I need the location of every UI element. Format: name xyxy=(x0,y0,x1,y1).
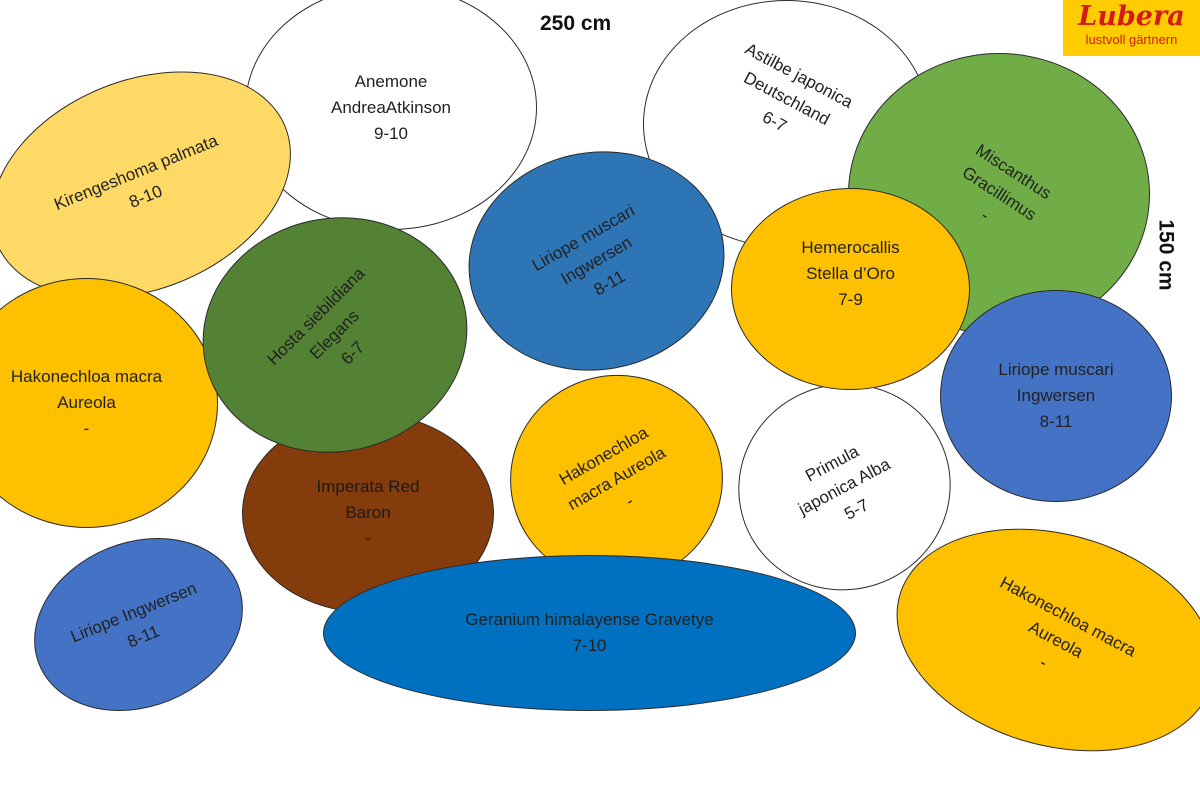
plant-label: Primula japonica Alba 5-7 xyxy=(782,429,908,545)
plant-label: Hemerocallis Stella d’Oro 7-9 xyxy=(801,235,899,313)
plant-label: Hosta siebildiana Elegans 6-7 xyxy=(262,262,409,409)
plant-label-line: - xyxy=(83,419,90,438)
plant-label-line: 7-9 xyxy=(838,290,863,309)
plant-label-line: Hakonechloa macra xyxy=(10,367,163,386)
plant-label: Liriope muscari Ingwersen 8-11 xyxy=(527,198,666,323)
plant-label: Astilbe japonica Deutschland 6-7 xyxy=(716,37,858,162)
plant-label-line: Anemone xyxy=(354,71,428,91)
lubera-logo: Lubera lustvoll gärtnern xyxy=(1063,0,1200,56)
plant-label-line: Hemerocallis xyxy=(801,238,900,257)
plant-label: Hakonechloa macra Aureola - xyxy=(11,364,162,442)
plant-bed-8: Hemerocallis Stella d’Oro 7-9 xyxy=(731,188,970,390)
plant-bed-15: Geranium himalayense Gravetye 7-10 xyxy=(323,555,856,711)
plant-label: Miscanthus Gracillimus - xyxy=(942,138,1057,250)
plant-label-line: 8-11 xyxy=(1039,412,1073,431)
plant-label: Liriope muscari Ingwersen 8-11 xyxy=(998,357,1113,435)
plant-label-line: Ingwersen xyxy=(1016,386,1096,405)
plant-label-line: AndreaAtkinson xyxy=(330,97,452,117)
plant-label-line: Liriope muscari xyxy=(998,360,1114,379)
plant-bed-9: Liriope muscari Ingwersen 8-11 xyxy=(940,290,1172,502)
plant-label-line: Imperata Red xyxy=(316,477,420,496)
plant-label: Imperata Red Baron - xyxy=(317,474,420,552)
plant-label: Hakonechloa macra Aureola - xyxy=(550,418,684,540)
logo-tagline: lustvoll gärtnern xyxy=(1085,32,1178,47)
plant-label-line: 9-10 xyxy=(373,123,409,143)
plant-label: Anemone AndreaAtkinson 9-10 xyxy=(331,69,451,147)
plant-bed-13: Liriope Ingwersen 8-11 xyxy=(7,507,270,742)
plant-label-line: Stella d’Oro xyxy=(806,264,895,283)
plant-label: Liriope Ingwersen 8-11 xyxy=(67,575,211,673)
height-dimension-label: 150 cm xyxy=(1154,219,1178,291)
plant-bed-5: Hakonechloa macra Aureola - xyxy=(0,278,218,528)
plant-label: Geranium himalayense Gravetye 7-10 xyxy=(465,607,714,659)
width-dimension-label: 250 cm xyxy=(540,12,612,35)
plant-label-line: Baron xyxy=(345,503,391,522)
plant-label-line: Aureola xyxy=(57,393,116,412)
plant-label-line: Geranium himalayense Gravetye xyxy=(465,610,714,629)
logo-wordmark: Lubera xyxy=(1078,1,1185,32)
plant-bed-1: Anemone AndreaAtkinson 9-10 xyxy=(245,0,537,230)
plant-label: Hakonechloa macra Aureola - xyxy=(970,570,1140,710)
plant-label-line: - xyxy=(365,529,371,548)
plant-label: Kirengeshoma palmata 8-10 xyxy=(50,128,232,242)
plant-label-line: 7-10 xyxy=(572,636,607,655)
